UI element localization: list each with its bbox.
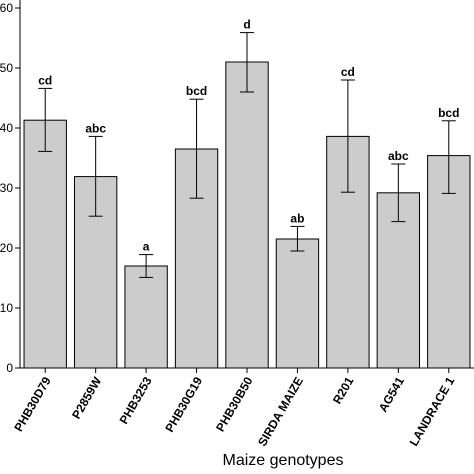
y-tick-label: 20 <box>0 241 13 255</box>
y-tick-label: 30 <box>0 181 13 195</box>
x-axis: PHB30D79 P2859W PHB3253 PHB30G19 PHB30B50 SIR… <box>11 367 474 449</box>
significance-label: bcd <box>186 84 207 98</box>
significance-label: ab <box>290 211 304 225</box>
y-tick-label: 60 <box>0 1 13 15</box>
x-tick-label: PHB3253 <box>117 374 155 426</box>
bar <box>23 119 67 369</box>
x-tick-label: PHB30G19 <box>162 374 205 434</box>
bar <box>225 61 269 369</box>
bar <box>275 238 320 369</box>
y-tick-label: 40 <box>0 121 13 135</box>
significance-label: cd <box>341 65 355 79</box>
significance-label: abc <box>388 149 409 163</box>
bar <box>124 265 168 369</box>
x-tick-label: LANDRACE 1 <box>407 374 458 448</box>
significance-label: cd <box>38 73 52 87</box>
error-bars <box>38 32 456 278</box>
y-tick-label: 10 <box>0 301 13 315</box>
y-tick-label: 0 <box>6 361 13 375</box>
significance-label: d <box>243 18 250 32</box>
x-tick-label: PHB30D79 <box>11 374 54 434</box>
y-tick-label: 50 <box>0 61 13 75</box>
y-axis: 0 10 20 30 40 50 60 <box>0 0 21 375</box>
x-tick-label: SIRDA MAIZE <box>255 375 306 449</box>
significance-label: abc <box>85 121 106 135</box>
significance-label: a <box>143 240 150 254</box>
bars <box>23 61 471 369</box>
x-tick-label: R201 <box>330 374 357 406</box>
bar <box>376 192 421 369</box>
x-tick-label: AG541 <box>376 374 407 414</box>
x-tick-label: P2859W <box>69 374 104 421</box>
x-tick-label: PHB30B50 <box>213 374 256 434</box>
significance-label: bcd <box>438 106 459 120</box>
x-axis-title: Maize genotypes <box>223 452 344 469</box>
